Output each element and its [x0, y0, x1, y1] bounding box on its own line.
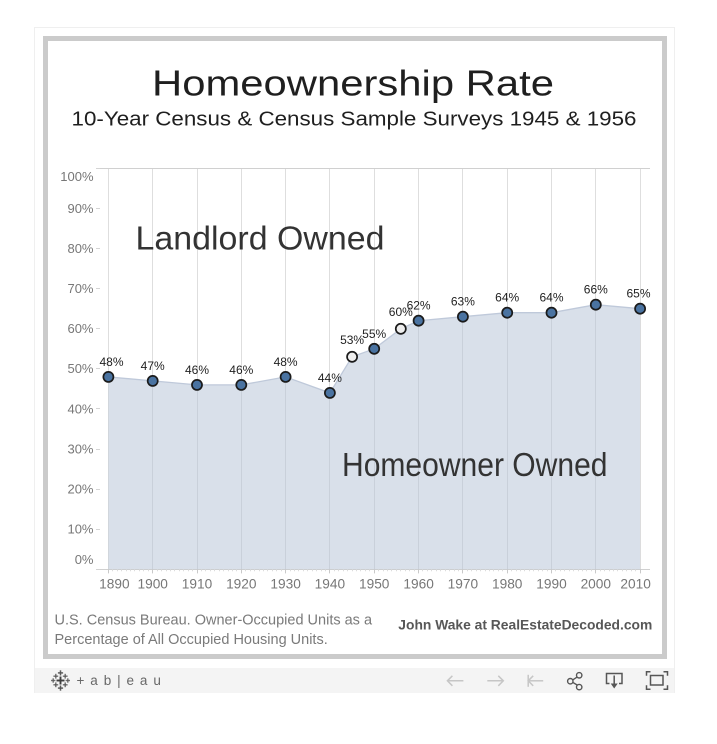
svg-text:U.S. Census Bureau. Owner-Occu: U.S. Census Bureau. Owner-Occupied Units…: [55, 612, 373, 628]
svg-text:66%: 66%: [584, 283, 608, 297]
svg-text:Homeowner Owned: Homeowner Owned: [342, 447, 608, 484]
svg-text:48%: 48%: [99, 355, 123, 369]
svg-text:1900: 1900: [137, 577, 168, 592]
svg-text:80%: 80%: [67, 241, 93, 256]
svg-text:John Wake at RealEstateDecoded: John Wake at RealEstateDecoded.com: [398, 617, 652, 633]
svg-text:1950: 1950: [359, 577, 390, 592]
svg-text:1940: 1940: [315, 577, 346, 592]
svg-text:2010: 2010: [620, 577, 651, 592]
svg-text:30%: 30%: [67, 441, 93, 456]
svg-text:1930: 1930: [270, 577, 301, 592]
svg-text:10-Year Census & Census Sample: 10-Year Census & Census Sample Surveys 1…: [72, 107, 637, 130]
svg-text:1890: 1890: [99, 577, 130, 592]
svg-text:1980: 1980: [492, 577, 523, 592]
svg-text:90%: 90%: [67, 201, 93, 216]
svg-text:64%: 64%: [539, 291, 563, 305]
svg-text:53%: 53%: [340, 333, 364, 347]
svg-text:40%: 40%: [67, 401, 93, 416]
svg-text:10%: 10%: [67, 522, 93, 537]
svg-text:55%: 55%: [362, 327, 386, 341]
svg-text:46%: 46%: [229, 363, 253, 377]
svg-text:Percentage of All Occupied Hou: Percentage of All Occupied Housing Units…: [55, 632, 328, 648]
svg-text:46%: 46%: [185, 363, 209, 377]
svg-text:50%: 50%: [67, 361, 93, 376]
svg-text:1960: 1960: [403, 577, 434, 592]
svg-text:20%: 20%: [67, 482, 93, 497]
svg-text:47%: 47%: [141, 359, 165, 373]
svg-text:1990: 1990: [536, 577, 567, 592]
svg-text:44%: 44%: [318, 371, 342, 385]
svg-text:1910: 1910: [182, 577, 213, 592]
svg-text:63%: 63%: [451, 295, 475, 309]
svg-text:65%: 65%: [626, 287, 650, 301]
svg-text:1920: 1920: [226, 577, 257, 592]
svg-text:Homeownership Rate: Homeownership Rate: [152, 62, 554, 103]
svg-text:+ab|eau: +ab|eau: [77, 673, 167, 688]
svg-text:60%: 60%: [389, 305, 413, 319]
svg-text:2000: 2000: [581, 577, 612, 592]
svg-text:Landlord Owned: Landlord Owned: [136, 220, 385, 257]
svg-text:62%: 62%: [407, 299, 431, 313]
svg-text:70%: 70%: [67, 281, 93, 296]
svg-text:48%: 48%: [274, 355, 298, 369]
svg-text:64%: 64%: [495, 291, 519, 305]
svg-text:0%: 0%: [75, 552, 94, 567]
svg-text:100%: 100%: [60, 169, 94, 184]
svg-text:60%: 60%: [67, 321, 93, 336]
svg-text:1970: 1970: [448, 577, 479, 592]
